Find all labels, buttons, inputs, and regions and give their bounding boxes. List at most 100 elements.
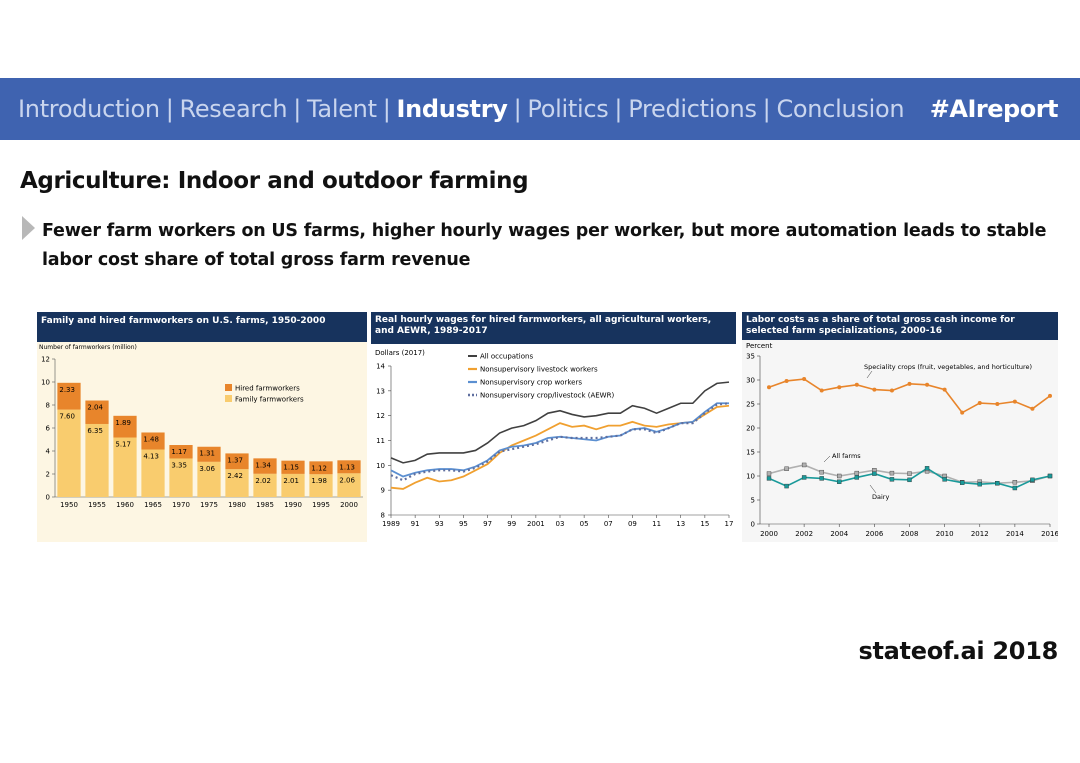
data-point [942,387,947,392]
data-label-hired: 1.17 [171,448,187,456]
x-tick-label: 1955 [88,501,106,509]
x-tick-label: 05 [580,520,589,527]
bar-hired-farmworkers [281,460,305,474]
chart-panel-labor-share: Labor costs as a share of total gross ca… [742,312,1058,542]
nav-item-research[interactable]: Research [179,95,288,123]
x-tick-label: 99 [507,520,516,527]
data-label-hired: 1.34 [255,461,271,469]
x-tick-label: 2010 [936,530,954,538]
data-label-hired: 1.31 [199,450,215,458]
data-point [801,475,807,480]
x-tick-label: 2002 [795,530,813,538]
y-tick-label: 11 [376,437,385,445]
bar-family-farmworkers [141,449,165,497]
nav-item-politics[interactable]: Politics [527,95,609,123]
y-tick-label: 15 [746,449,755,457]
y-tick-label: 8 [381,512,385,520]
x-tick-label: 17 [725,520,734,527]
x-tick-label: 2000 [340,501,358,509]
y-tick-label: 12 [376,412,385,420]
chart-title: Real hourly wages for hired farmworkers,… [371,312,736,344]
data-point [854,382,859,387]
data-label-hired: 2.33 [59,386,75,394]
y-tick-label: 13 [376,387,385,395]
x-tick-label: 1990 [284,501,302,509]
y-axis-label: Dollars (2017) [375,349,425,357]
data-label-family: 4.13 [143,453,159,461]
bar-family-farmworkers [281,473,305,497]
legend-swatch-hired [225,384,232,391]
data-label-hired: 1.12 [311,464,327,472]
nav-separator: | [165,95,174,123]
data-point [872,471,877,476]
bar-family-farmworkers [113,437,137,497]
series-line-3 [390,402,730,482]
nav-separator: | [614,95,623,123]
x-tick-label: 2016 [1041,530,1058,538]
section-nav: Introduction | Research | Talent | Industry | Po… [18,78,905,140]
x-tick-label: 1975 [200,501,218,509]
legend-label-family: Family farmworkers [235,396,304,404]
bar-family-farmworkers [85,423,109,497]
data-label-hired: 1.89 [115,419,131,427]
annotation-specialty: Speciality crops (fruit, vegetables, and… [864,363,1032,371]
data-point [977,481,982,487]
nav-item-predictions[interactable]: Predictions [628,95,757,123]
nav-item-talent[interactable]: Talent [307,95,377,123]
nav-separator: | [513,95,522,123]
bar-hired-farmworkers [57,382,81,410]
data-point [784,483,789,489]
nav-item-introduction[interactable]: Introduction [18,95,160,123]
x-tick-label: 07 [604,520,613,527]
bullet-arrow-icon [22,216,35,240]
data-point [907,471,912,476]
line-chart-labor-share: Percent 0 5 10 15 20 25 30 35 2000 2002 2004 2006 200… [742,340,1058,542]
x-tick-label: 91 [411,520,420,527]
x-tick-label: 1995 [312,501,330,509]
x-tick-label: 2004 [830,530,848,538]
x-tick-label: 2012 [971,530,989,538]
x-tick-label: 11 [652,520,661,527]
annotation-all-farms: All farms [832,452,861,460]
x-tick-label: 2008 [901,530,919,538]
data-point [907,477,912,483]
y-tick-label: 20 [746,425,755,433]
bar-family-farmworkers [57,409,81,497]
data-point [872,387,877,392]
y-tick-label: 4 [46,448,51,456]
series-line-2 [390,402,729,478]
y-tick-label: 30 [746,377,755,385]
nav-item-industry[interactable]: Industry [396,95,508,123]
data-point [995,402,1000,406]
data-point [802,377,807,382]
bar-hired-farmworkers [113,415,137,438]
annotation-leader [823,455,831,463]
x-tick-label: 1989 [382,520,400,527]
nav-separator: | [762,95,771,123]
bar-hired-farmworkers [337,460,361,474]
footer-brand: stateof.ai 2018 [858,637,1058,665]
chart-panel-wages: Real hourly wages for hired farmworkers,… [371,312,736,527]
nav-separator: | [382,95,391,123]
annotation-leader [866,370,873,379]
data-point [925,382,930,387]
x-tick-label: 1960 [116,501,134,509]
y-tick-label: 5 [751,497,755,505]
bar-hired-farmworkers [253,458,277,474]
x-tick-label: 1970 [172,501,190,509]
series-line-0 [390,381,730,464]
nav-separator: | [293,95,302,123]
x-tick-label: 2001 [527,520,545,527]
y-tick-label: 10 [376,462,385,470]
data-point [819,476,824,481]
legend-label-hired: Hired farmworkers [235,385,300,393]
data-label-hired: 1.15 [283,464,299,472]
bar-family-farmworkers [225,469,249,497]
x-tick-label: 2000 [760,530,778,538]
data-label-family: 2.01 [283,477,299,485]
bar-family-farmworkers [197,461,221,497]
y-tick-label: 25 [746,401,755,409]
nav-item-conclusion[interactable]: Conclusion [776,95,905,123]
bar-hired-farmworkers [85,400,109,424]
data-label-family: 3.06 [199,465,215,473]
